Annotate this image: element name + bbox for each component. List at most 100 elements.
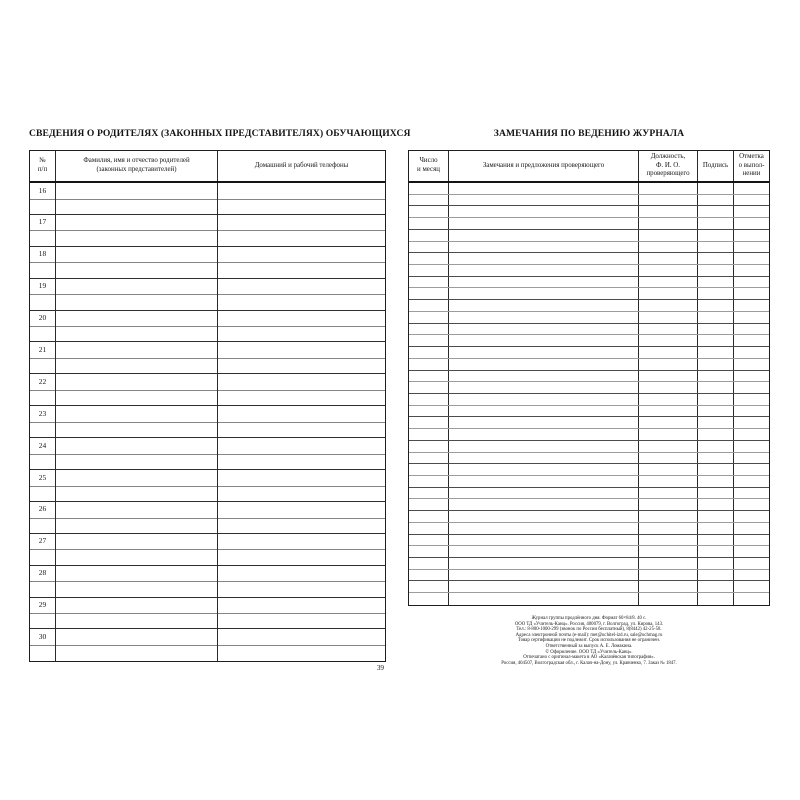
remarks-table-body [409,183,769,605]
official-cell [639,347,698,358]
signature-cell [698,276,734,288]
date-cell [409,429,449,440]
parents-table-row: 16 [30,183,385,215]
parents-table-row: 26 [30,501,385,534]
phones-cell [218,502,385,533]
remarks-table-row [409,206,769,219]
parents-table-row: 30 [30,629,385,662]
remarks-table-row [409,370,769,383]
official-cell [639,558,698,569]
date-cell [409,358,449,370]
imprint-line: Журнал группы продлённого дня. Формат 60… [531,616,647,621]
col-header-remarks: Замечания и предложения проверяющего [449,151,639,181]
remarks-cell [449,393,639,405]
remarks-table-row [409,593,769,605]
mark-cell [734,265,769,276]
row-number-cell: 23 [30,406,56,438]
phones-cell [218,534,385,565]
remarks-cell [449,405,639,417]
parents-table-row: 24 [30,438,385,471]
mark-cell [734,511,769,522]
date-cell [409,464,449,475]
parents-table-row: 29 [30,597,385,630]
parents-table-row: 21 [30,342,385,375]
remarks-cell [449,194,639,206]
signature-cell [698,382,734,393]
official-cell [639,218,698,229]
signature-cell [698,206,734,218]
row-midline [30,389,385,391]
date-cell [409,265,449,276]
remarks-cell [449,440,639,452]
remarks-cell [449,534,639,546]
date-cell [409,534,449,546]
row-number-cell: 27 [30,533,56,565]
remarks-table-row [409,534,769,547]
official-cell [639,276,698,288]
col-header-completion-mark: Отметка о выпол- нении [738,153,765,178]
row-number-cell: 28 [30,565,56,597]
remarks-cell [449,569,639,581]
parents-section-title: СВЕДЕНИЯ О РОДИТЕЛЯХ (ЗАКОННЫХ ПРЕДСТАВИ… [29,128,411,139]
mark-cell [734,277,769,288]
mark-cell [734,417,769,428]
remarks-table-row [409,464,769,476]
date-cell [409,335,449,347]
parent-name-cell [56,438,218,470]
remarks-cell [449,300,639,311]
official-cell [639,229,698,241]
remarks-table-row [409,253,769,266]
remarks-table-row [409,487,769,500]
remarks-table-row [409,569,769,582]
remarks-cell [449,311,639,323]
mark-cell [734,581,769,592]
remarks-table-row [409,194,769,207]
row-midline [30,645,385,647]
parent-name-cell [56,374,218,406]
date-cell [409,253,449,265]
official-cell [639,323,698,335]
remarks-cell [449,183,639,194]
col-header-official: Должность, Ф. И. О. проверяющего [639,151,698,181]
mark-cell [734,230,769,241]
remarks-cell [449,335,639,347]
remarks-table-row [409,358,769,371]
imprint-line: Тел.: 8-800-1000-299 (звонок по России б… [516,627,662,633]
official-cell [639,417,698,429]
row-number-cell: 22 [30,374,56,406]
date-cell [409,288,449,300]
signature-cell [698,452,734,464]
official-cell [639,487,698,499]
parents-table-row: 25 [30,470,385,502]
official-cell [639,311,698,323]
mark-cell [734,488,769,499]
phones-cell [218,279,385,310]
official-cell [639,534,698,546]
remarks-cell [449,276,639,288]
parents-table-row: 20 [30,310,385,343]
remarks-table-row [409,405,769,418]
date-cell [409,452,449,464]
mark-cell [734,546,769,557]
row-midline [30,453,385,455]
parent-name-cell [56,246,218,278]
official-cell [639,522,698,534]
parent-name-cell [56,406,218,438]
remarks-cell [449,253,639,265]
official-cell [639,581,698,593]
remarks-cell [449,288,639,300]
signature-cell [698,229,734,241]
row-number-cell: 25 [30,470,56,501]
signature-cell [698,487,734,499]
remarks-table-row [409,276,769,289]
mark-cell [734,453,769,464]
date-cell [409,206,449,218]
official-cell [639,358,698,370]
remarks-table-header: Число и месяц Замечания и предложения пр… [409,151,769,183]
official-cell [639,452,698,464]
remarks-cell [449,265,639,276]
remarks-table-row [409,440,769,453]
row-number-cell: 26 [30,501,56,533]
remarks-cell [449,464,639,475]
imprint: Журнал группы продлённого дня. Формат 60… [408,616,770,666]
